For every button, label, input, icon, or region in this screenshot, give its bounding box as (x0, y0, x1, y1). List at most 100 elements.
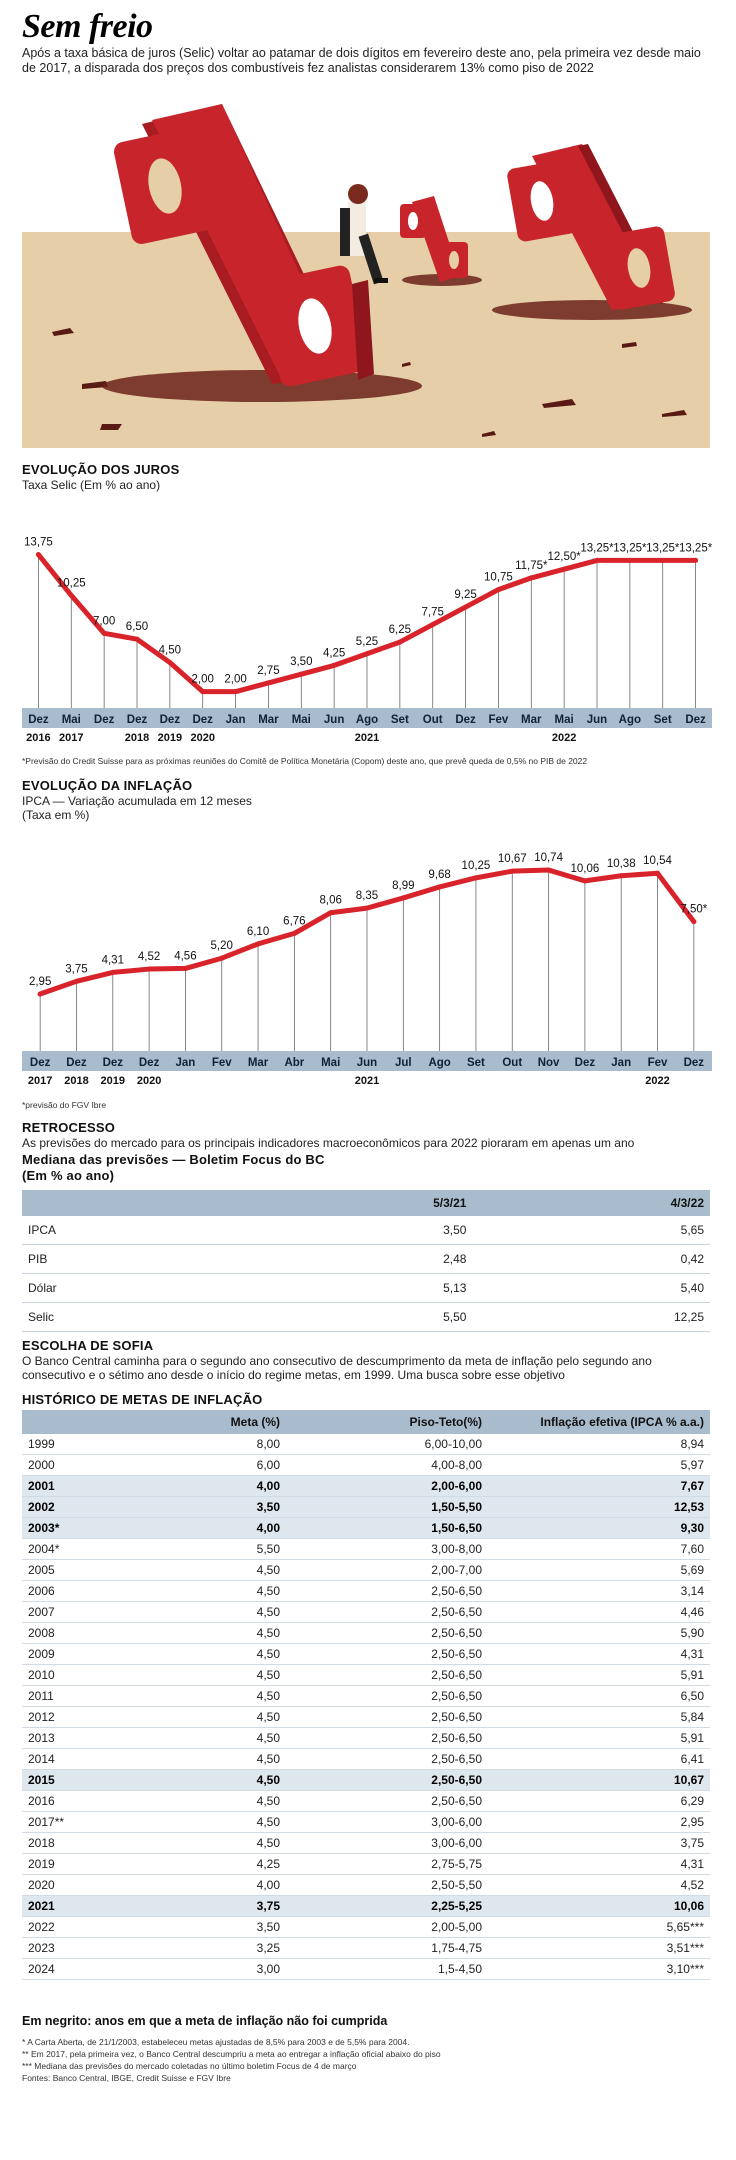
table-cell: 2023 (22, 1937, 144, 1959)
data-label: 4,52 (138, 951, 160, 963)
metas-header-cell: Meta (%) (144, 1410, 286, 1434)
x-tick-label: Dez (28, 714, 49, 726)
year-label: 2017 (59, 732, 83, 744)
table-cell: 8,94 (488, 1434, 710, 1455)
data-label: 3,50 (290, 656, 312, 668)
page-title: Sem freio (22, 8, 153, 45)
data-label: 5,20 (211, 940, 233, 952)
retrocesso-title: RETROCESSO (22, 1120, 116, 1135)
x-axis-band (22, 1051, 712, 1071)
table-cell: 2,00-6,00 (286, 1475, 488, 1497)
table-cell: 6,41 (488, 1748, 710, 1770)
table-cell: 4,46 (488, 1601, 710, 1623)
data-point (110, 969, 116, 975)
table-cell: 2,50-6,50 (286, 1790, 488, 1812)
data-label: 4,50 (159, 645, 181, 657)
table-row: 2017** 4,50 3,00-6,00 2,95 (22, 1811, 710, 1833)
table-cell: 5,91 (488, 1664, 710, 1686)
table-cell: 4,50 (144, 1832, 286, 1854)
table-row: 2013 4,50 2,50-6,50 5,91 (22, 1727, 710, 1749)
table-row: 2014 4,50 2,50-6,50 6,41 (22, 1748, 710, 1770)
table-cell: 4,50 (144, 1790, 286, 1812)
table-cell: 1,75-4,75 (286, 1937, 488, 1959)
table-cell: 10,06 (488, 1895, 710, 1917)
table-cell: 12,53 (488, 1496, 710, 1518)
x-tick-label: Mar (521, 714, 542, 726)
table-cell: PIB (22, 1244, 235, 1274)
table-row: 2016 4,50 2,50-6,50 6,29 (22, 1790, 710, 1812)
table-cell: 0,42 (472, 1244, 710, 1274)
table-cell: 4,50 (144, 1685, 286, 1707)
year-label: 2019 (101, 1075, 125, 1087)
data-label: 4,25 (323, 647, 345, 659)
year-label: 2016 (26, 732, 50, 744)
table-cell: 3,00-6,00 (286, 1832, 488, 1854)
x-tick-label: Dez (685, 714, 706, 726)
table-cell: 4,00 (144, 1874, 286, 1896)
data-point (660, 557, 666, 563)
x-tick-label: Out (502, 1057, 522, 1069)
data-label: 10,06 (571, 863, 600, 875)
table-cell: 2006 (22, 1580, 144, 1602)
data-label: 10,75 (484, 572, 513, 584)
x-tick-label: Set (654, 714, 672, 726)
data-point (167, 660, 173, 665)
data-label: 13,25* (646, 542, 680, 554)
data-point (134, 636, 140, 642)
table-row: 2007 4,50 2,50-6,50 4,46 (22, 1601, 710, 1623)
data-label: 8,35 (356, 890, 378, 902)
data-point (693, 557, 699, 563)
table-cell: 2018 (22, 1832, 144, 1854)
x-tick-label: Mai (292, 714, 311, 726)
data-point (691, 919, 697, 925)
table-cell: 3,50 (144, 1496, 286, 1518)
data-label: 2,95 (29, 976, 51, 988)
data-point (265, 680, 271, 686)
year-label: 2022 (645, 1075, 669, 1087)
data-label: 2,75 (257, 665, 279, 677)
table-cell: 2,50-6,50 (286, 1622, 488, 1644)
retrocesso-header-row: 5/3/21 4/3/22 (22, 1190, 710, 1216)
table-cell: 3,00 (144, 1958, 286, 1980)
data-point (400, 895, 406, 901)
data-point (219, 955, 225, 961)
bold-legend-note: Em negrito: anos em que a meta de inflaç… (22, 2014, 388, 2028)
table-cell: 4,50 (144, 1748, 286, 1770)
table-cell: 4,50 (144, 1769, 286, 1791)
data-point (618, 873, 624, 879)
data-point (182, 965, 188, 971)
data-point (509, 868, 515, 874)
table-row: 2002 3,50 1,50-5,50 12,53 (22, 1496, 710, 1518)
ipca-chart-note: *previsão do FGV Ibre (22, 1100, 107, 1110)
table-cell: 3,25 (144, 1937, 286, 1959)
table-cell: 3,50 (144, 1916, 286, 1938)
x-tick-label: Jun (587, 714, 607, 726)
table-cell: 2,50-6,50 (286, 1685, 488, 1707)
table-row: 2024 3,00 1,5-4,50 3,10*** (22, 1958, 710, 1980)
table-cell: 2019 (22, 1853, 144, 1875)
x-tick-label: Dez (455, 714, 476, 726)
table-row: 2012 4,50 2,50-6,50 5,84 (22, 1706, 710, 1728)
data-label: 2,00 (192, 674, 214, 686)
retrocesso-header-cell (22, 1190, 235, 1216)
x-tick-label: Jun (324, 714, 344, 726)
metas-header-cell: Inflação efetiva (IPCA % a.a.) (488, 1410, 710, 1434)
table-row: Selic 5,50 12,25 (22, 1302, 710, 1332)
table-row: 2023 3,25 1,75-4,75 3,51*** (22, 1937, 710, 1959)
ipca-chart-title: EVOLUÇÃO DA INFLAÇÃO (22, 778, 193, 793)
table-cell: 1,50-6,50 (286, 1517, 488, 1539)
data-point (291, 930, 297, 936)
table-cell: 2016 (22, 1790, 144, 1812)
percent-illustration (22, 84, 710, 448)
data-label: 10,54 (643, 855, 672, 867)
table-cell: 2,75-5,75 (286, 1853, 488, 1875)
data-point (655, 870, 661, 876)
table-cell: 2011 (22, 1685, 144, 1707)
table-cell: 1,50-5,50 (286, 1496, 488, 1518)
table-cell: 2021 (22, 1895, 144, 1917)
table-row: 2000 6,00 4,00-8,00 5,97 (22, 1454, 710, 1476)
data-point (546, 867, 552, 873)
table-cell: 5,90 (488, 1622, 710, 1644)
table-cell: 4,50 (144, 1601, 286, 1623)
footnotes: * A Carta Aberta, de 21/1/2003, estabele… (22, 2036, 712, 2084)
